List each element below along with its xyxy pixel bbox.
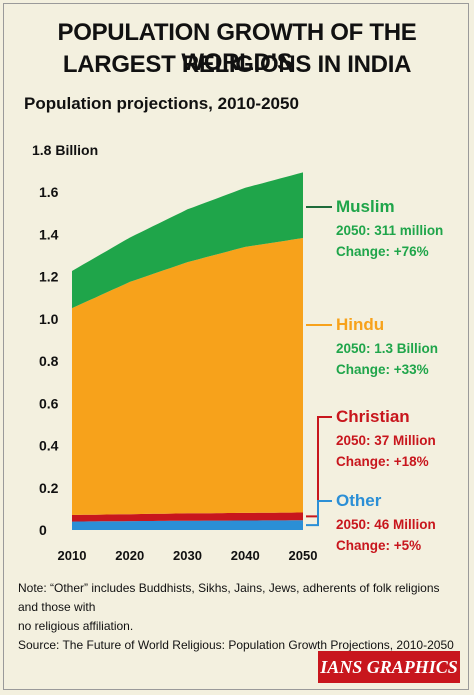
note-line-1: Note: “Other” includes Buddhists, Sikhs,… <box>18 581 440 614</box>
y-tick-label: 1.4 <box>39 226 59 242</box>
y-tick-label: 1.6 <box>39 184 59 200</box>
label-other-name: Other <box>336 491 382 510</box>
note-line-2: no religious affiliation. <box>18 619 134 633</box>
area-christian <box>72 512 303 522</box>
chart-title-line-2: LARGEST RELIGIONS IN INDIA <box>62 51 412 78</box>
graphic-border <box>3 3 469 690</box>
x-tick-label: 2050 <box>289 548 318 563</box>
label-christian-change: Change: +18% <box>336 454 429 469</box>
area-muslim <box>72 172 303 309</box>
x-tick-label: 2030 <box>173 548 202 563</box>
leader-line-christian <box>306 416 332 518</box>
y-tick-label: 0.2 <box>39 480 59 496</box>
y-tick-label: 1.0 <box>39 311 59 327</box>
chart-subtitle: Population projections, 2010-2050 <box>24 94 299 113</box>
label-other-2050: 2050: 46 Million <box>336 517 436 532</box>
label-christian-2050: 2050: 37 Million <box>336 433 436 448</box>
chart-notes: Note: “Other” includes Buddhists, Sikhs,… <box>18 579 458 655</box>
y-tick-label: 1.2 <box>39 269 59 285</box>
label-hindu-change: Change: +33% <box>336 362 429 377</box>
label-christian-name: Christian <box>336 407 410 426</box>
ians-graphics-logo: IANS GRAPHICS <box>318 651 460 683</box>
leader-line-other <box>306 500 332 527</box>
y-tick-label: 0.8 <box>39 353 59 369</box>
source-line: Source: The Future of World Religious: P… <box>18 638 454 652</box>
chart-title-line-1: POPULATION GROWTH OF THE WORLD’S <box>57 19 417 76</box>
label-hindu-2050: 2050: 1.3 Billion <box>336 341 438 356</box>
label-muslim-2050: 2050: 311 million <box>336 223 443 238</box>
label-muslim-change: Change: +76% <box>336 244 429 259</box>
label-other-change: Change: +5% <box>336 538 421 553</box>
x-tick-label: 2010 <box>58 548 87 563</box>
y-tick-label: 0.4 <box>39 438 59 454</box>
x-tick-label: 2020 <box>115 548 144 563</box>
area-hindu <box>72 238 303 515</box>
y-tick-label: 1.8 Billion <box>32 142 98 158</box>
x-tick-label: 2040 <box>231 548 260 563</box>
label-hindu-name: Hindu <box>336 315 384 334</box>
y-tick-label: 0.6 <box>39 395 59 411</box>
area-other <box>72 520 303 530</box>
y-tick-label: 0 <box>39 522 47 538</box>
label-muslim-name: Muslim <box>336 197 395 216</box>
